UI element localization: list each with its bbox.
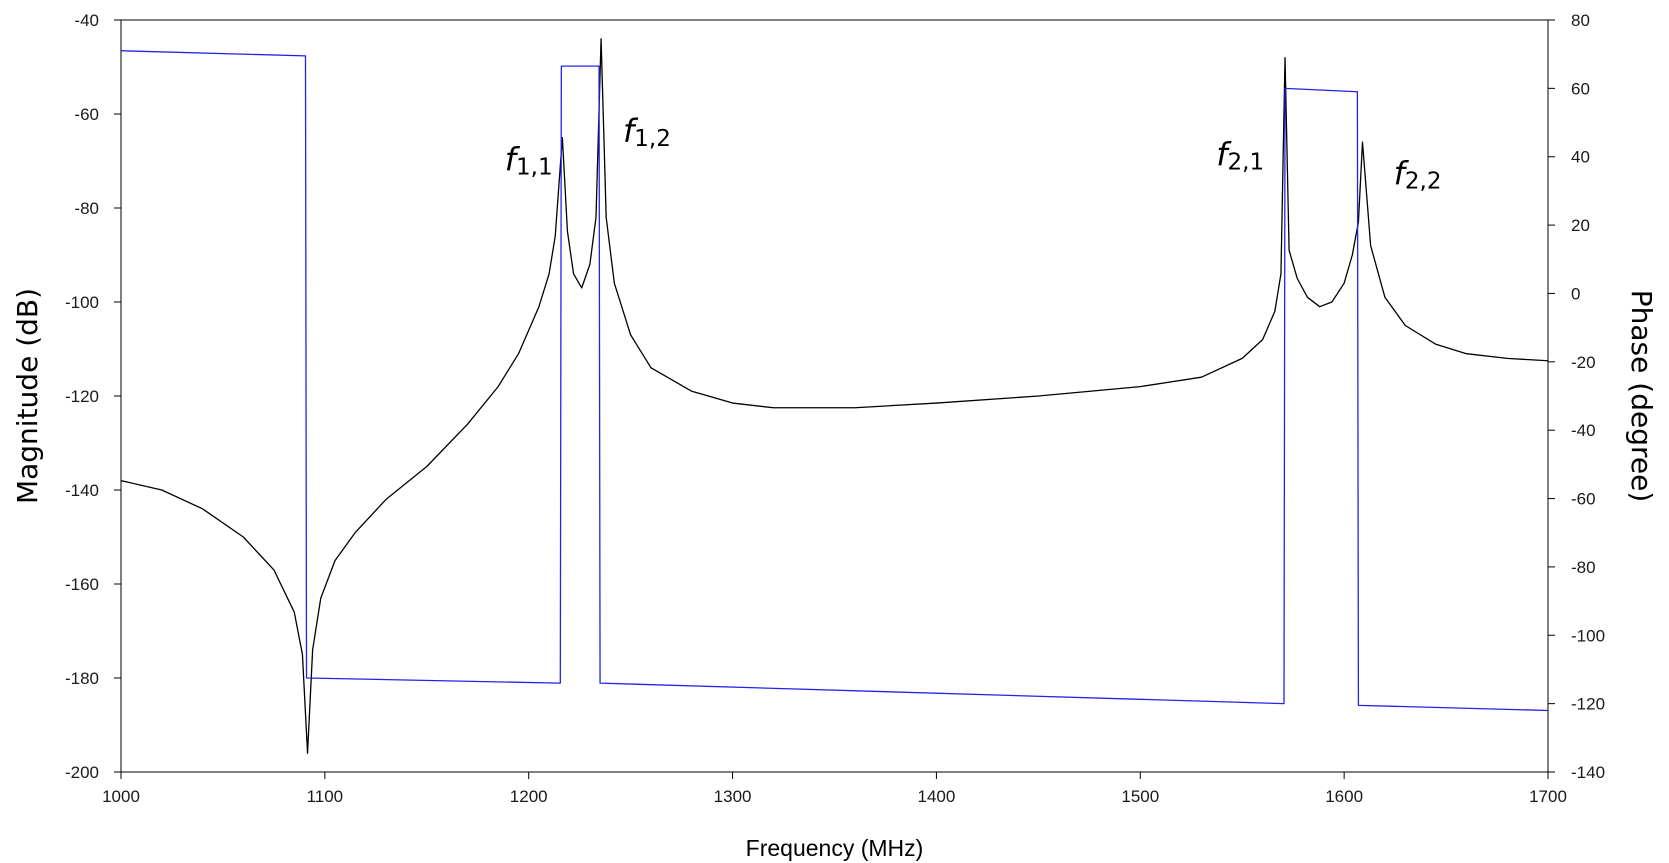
x-tick-label: 1400 xyxy=(918,787,956,806)
right-y-tick-label: -100 xyxy=(1571,626,1605,645)
right-y-tick-label: 0 xyxy=(1571,284,1580,303)
peak-annotation: f1,2 xyxy=(623,112,671,152)
magnitude-series-line xyxy=(120,38,1549,754)
phase-series-line xyxy=(120,50,1549,712)
left-y-tick-label: -60 xyxy=(74,105,99,124)
left-y-tick-label: -200 xyxy=(65,763,99,782)
left-y-tick-label: -100 xyxy=(65,293,99,312)
right-y-axis-ticks: 80 60 40 20 0 -20 -40 -60 -80 -100 -120 -140 xyxy=(1548,11,1605,782)
right-y-tick-label: -140 xyxy=(1571,763,1605,782)
left-y-tick-label: -160 xyxy=(65,575,99,594)
left-y-tick-label: -140 xyxy=(65,481,99,500)
peak-annotation: f2,2 xyxy=(1394,155,1442,195)
left-y-tick-label: -120 xyxy=(65,387,99,406)
right-y-tick-label: -120 xyxy=(1571,695,1605,714)
left-y-tick-label: -180 xyxy=(65,669,99,688)
right-y-tick-label: 20 xyxy=(1571,216,1590,235)
x-tick-label: 1200 xyxy=(510,787,548,806)
right-y-tick-label: -60 xyxy=(1571,490,1596,509)
right-y-tick-label: -80 xyxy=(1571,558,1596,577)
x-tick-label: 1600 xyxy=(1325,787,1363,806)
x-tick-label: 1000 xyxy=(102,787,140,806)
right-y-tick-label: 80 xyxy=(1571,11,1590,30)
annotations: f1,1 f1,2 f2,1 f2,2 xyxy=(505,112,1442,194)
left-y-tick-label: -80 xyxy=(74,199,99,218)
x-tick-label: 1100 xyxy=(307,787,344,806)
x-axis-title: Frequency (MHz) xyxy=(746,835,924,861)
right-y-tick-label: 40 xyxy=(1571,148,1590,167)
right-y-tick-label: -20 xyxy=(1571,353,1596,372)
plot-frame xyxy=(120,19,1549,773)
x-tick-label: 1500 xyxy=(1121,787,1159,806)
left-y-axis-ticks: -40 -60 -80 -100 -120 -140 -160 -180 -200 xyxy=(65,11,121,782)
right-y-tick-label: 60 xyxy=(1571,79,1590,98)
x-axis-ticks: 1000 1100 1200 1300 1400 1500 1600 1700 xyxy=(102,772,1567,806)
right-y-tick-label: -40 xyxy=(1571,421,1596,440)
right-y-axis-title: Phase (degree) xyxy=(1625,290,1658,502)
left-y-tick-label: -40 xyxy=(74,11,99,30)
left-y-axis-title: Magnitude (dB) xyxy=(11,288,44,504)
peak-annotation: f1,1 xyxy=(505,140,553,180)
series-layer xyxy=(120,38,1549,754)
x-tick-label: 1300 xyxy=(714,787,752,806)
peak-annotation: f2,1 xyxy=(1216,136,1264,176)
x-tick-label: 1700 xyxy=(1529,787,1567,806)
